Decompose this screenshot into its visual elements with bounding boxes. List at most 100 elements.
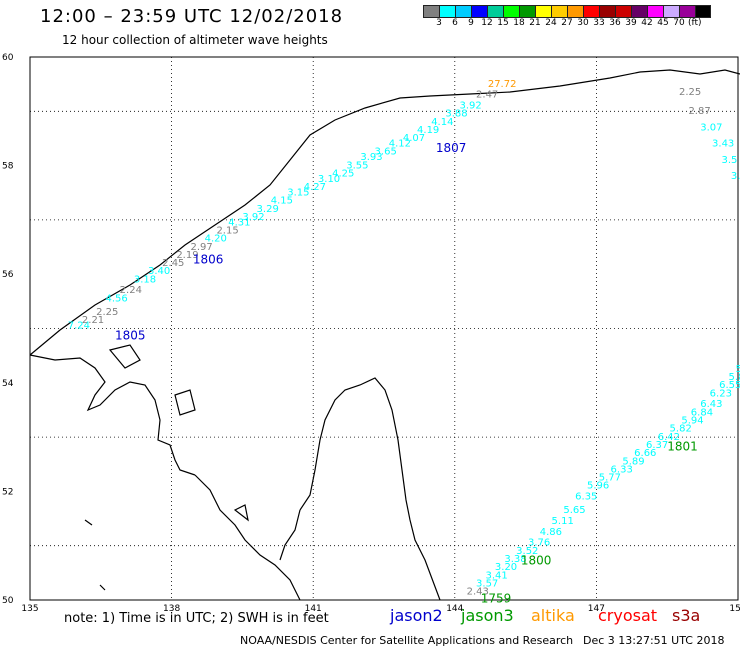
swh-value: 3.18 [134, 274, 156, 285]
swh-value: 3.92 [460, 101, 482, 112]
swh-value: 6.66 [634, 448, 656, 459]
legend-tick-label: 30 [577, 18, 589, 28]
pass-time-label: 1805 [115, 328, 146, 342]
pass-time-label: 1807 [436, 141, 467, 155]
swh-value: 3.76 [528, 538, 550, 549]
swh-value: 4.12 [389, 139, 411, 150]
swh-value: 3.5 [721, 155, 737, 166]
swh-value: 2.15 [216, 225, 238, 236]
legend-swatch [503, 5, 519, 18]
swh-value: 2.24 [120, 285, 142, 296]
legend-swatches [423, 5, 711, 18]
legend-swatch [535, 5, 551, 18]
lat-label: 50 [2, 596, 14, 606]
pass-time-label: 1759 [481, 592, 512, 606]
generation-timestamp: Dec 3 13:27:51 UTC 2018 [583, 634, 725, 647]
swh-value: 6.35 [575, 492, 597, 503]
swh-value: 2.43 [467, 587, 489, 598]
islands [84, 344, 249, 591]
legend-tick-label: 70 [673, 18, 685, 28]
swh-value: 3.29 [257, 204, 279, 215]
swh-value: 3.10 [318, 174, 340, 185]
pass-time-label: 1800 [521, 554, 552, 568]
swh-value: 4.25 [332, 168, 354, 179]
coastline [29, 69, 740, 601]
lat-label: 52 [2, 487, 13, 497]
swh-value: 4.56 [106, 293, 128, 304]
lon-label: 135 [21, 604, 38, 614]
swh-value: 2.25 [679, 87, 701, 98]
legend-swatch [567, 5, 583, 18]
legend-tick-label: 21 [529, 18, 541, 28]
swh-value: 2.25 [96, 307, 118, 318]
swh-value: 5.80 [729, 372, 740, 383]
swh-value: 3.07 [700, 122, 722, 133]
legend-tick-label: 36 [609, 18, 621, 28]
swh-value: 6.84 [691, 407, 713, 418]
color-legend: 3 6 9 12 15 18 21 24 27 30 33 36 39 42 45 70 (ft) [423, 5, 711, 28]
legend-swatch [663, 5, 679, 18]
swh-value: 3.55 [346, 160, 368, 171]
satellite-jason3: jason3 [461, 606, 514, 625]
credit-line: NOAA/NESDIS Center for Satellite Applica… [240, 634, 574, 647]
lon-label: 147 [588, 604, 605, 614]
footer-note: note: 1) Time is in UTC; 2) SWH is in fe… [64, 611, 329, 626]
swh-value: 4.27 [304, 182, 326, 193]
lon-label: 144 [446, 604, 463, 614]
swh-value: 3.57 [476, 578, 498, 589]
swh-value: 5.8 [736, 364, 740, 375]
swh-value: 3. [731, 171, 740, 182]
swh-value: 2.45 [162, 258, 184, 269]
swh-value: 2.47 [476, 90, 498, 101]
swh-value: 6.37 [646, 440, 668, 451]
swh-value: 5.89 [622, 456, 644, 467]
legend-tick-label: 42 [641, 18, 653, 28]
axis-labels: 135 138 141 144 147 150 60 58 56 54 52 50 [2, 53, 740, 614]
legend-swatch [615, 5, 631, 18]
legend-tick-label: 18 [513, 18, 525, 28]
swh-value: 5.11 [552, 516, 574, 527]
legend-ticks: 3 6 9 12 15 18 21 24 27 30 33 36 39 42 45 70 (ft) [431, 18, 711, 28]
legend-swatch [647, 5, 663, 18]
legend-tick-label: 24 [545, 18, 557, 28]
swh-value: 5.82 [670, 424, 692, 435]
swh-value: 6.33 [611, 464, 633, 475]
legend-tick-label: 12 [481, 18, 493, 28]
lat-label: 54 [2, 379, 14, 389]
legend-swatch [519, 5, 535, 18]
legend-tick-label: 39 [625, 18, 637, 28]
time-labels: 1805 1806 1807 1801 1800 1759 [115, 141, 698, 606]
swh-value: 2.19 [176, 250, 198, 261]
legend-swatch [551, 5, 567, 18]
legend-swatch [487, 5, 503, 18]
swh-value: 3.41 [485, 570, 507, 581]
swh-value: 3.15 [287, 187, 309, 198]
swh-value: 5.77 [599, 473, 621, 484]
legend-unit: (ft) [688, 18, 702, 28]
lat-label: 60 [2, 53, 14, 63]
swh-value: 3.40 [148, 266, 170, 277]
swh-value: 5.65 [563, 505, 585, 516]
legend-swatch [583, 5, 599, 18]
swh-value: 6.55 [719, 380, 740, 391]
swh-value: 7.24 [68, 321, 90, 332]
satellite-s3a: s3a [672, 606, 701, 625]
swh-value: 4.07 [403, 133, 425, 144]
swh-value: 3.88 [445, 109, 467, 120]
wave-height-values: 7.242.212.254.562.243.183.402.452.192.97… [68, 79, 740, 598]
swh-value: 3.93 [360, 152, 382, 163]
swh-value: 2.21 [82, 315, 104, 326]
legend-tick-label: 9 [468, 18, 474, 28]
swh-value: 4.14 [431, 117, 453, 128]
map-subtitle: 12 hour collection of altimeter wave hei… [62, 33, 328, 47]
okhotsk-coast [29, 354, 196, 476]
pass-time-label: 1806 [193, 252, 224, 266]
pass-time-label: 1801 [667, 440, 698, 454]
swh-value: 3.38 [504, 554, 526, 565]
legend-swatch [631, 5, 647, 18]
legend-tick-label: 6 [452, 18, 458, 28]
legend-tick-label: 3 [436, 18, 442, 28]
legend-tick-label: 15 [497, 18, 509, 28]
sakhalin-coast [299, 377, 441, 601]
